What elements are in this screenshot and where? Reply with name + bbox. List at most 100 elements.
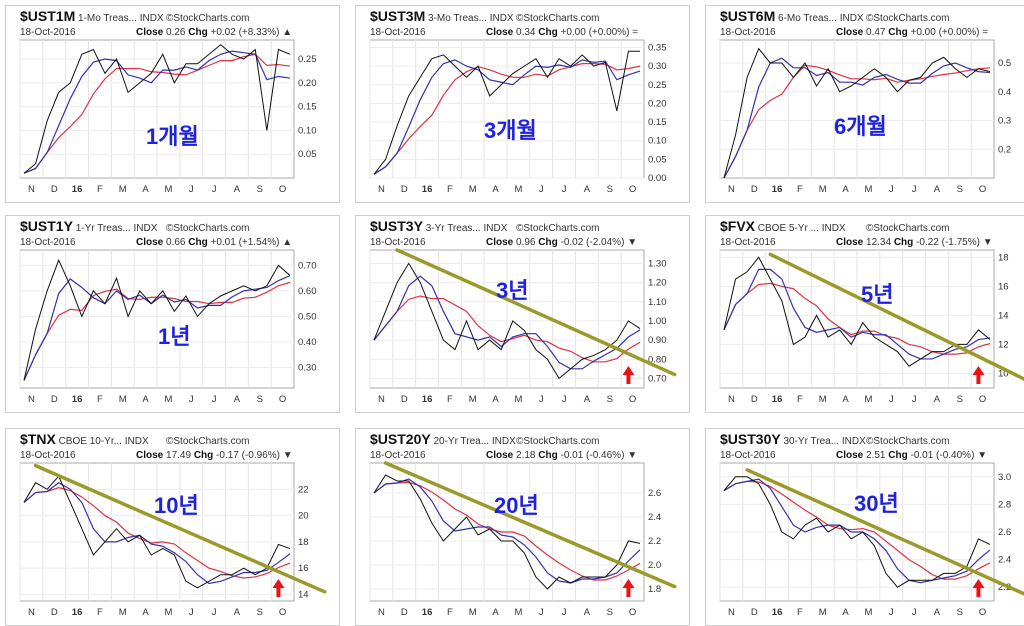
symbol: $UST3Y <box>370 218 424 234</box>
exchange: INDX <box>134 223 158 234</box>
x-tick-label: A <box>234 394 241 405</box>
maturity-label: 30년 <box>854 491 899 516</box>
x-tick-label: M <box>469 607 477 618</box>
chart-name: 20-Yr Trea... <box>431 436 492 447</box>
y-tick-label: 0.4 <box>998 87 1011 98</box>
x-tick-label: M <box>514 394 522 405</box>
maturity-label: 6개월 <box>834 114 887 139</box>
x-tick-label: M <box>514 184 522 195</box>
x-tick-label: N <box>728 394 735 405</box>
x-tick-label: A <box>234 607 241 618</box>
ma-slow-line <box>23 487 291 579</box>
quote-line: Close 0.34 Chg +0.00 (+0.00%) = <box>486 27 638 38</box>
chart-name: 1-Yr Treas... <box>73 223 134 234</box>
y-tick-label: 0.10 <box>648 136 667 147</box>
price-line <box>23 258 291 381</box>
y-tick-label: 14 <box>998 310 1009 321</box>
ma-fast-line <box>723 268 991 360</box>
chart-svg: $UST6M 6-Mo Treas... INDX ©StockCharts.co… <box>719 8 1011 195</box>
chart-panel-ust1m[interactable]: $UST1M 1-Mo Treas... INDX ©StockCharts.co… <box>5 5 340 203</box>
y-tick-label: 0.15 <box>298 102 317 113</box>
x-tick-label: N <box>28 394 35 405</box>
chart-panel-tnx[interactable]: $TNX CBOE 10-Yr... INDX ©StockCharts.com 1… <box>5 428 340 626</box>
x-tick-label: 16 <box>72 184 83 195</box>
y-tick-label: 0.40 <box>298 337 317 348</box>
x-tick-label: S <box>957 607 963 618</box>
x-tick-label: A <box>492 607 499 618</box>
trendline <box>745 468 1024 596</box>
chart-date: 18-Oct-2016 <box>720 450 776 461</box>
x-tick-label: F <box>97 394 103 405</box>
y-tick-label: 1.10 <box>648 297 667 308</box>
trendline <box>383 461 677 589</box>
chart-header: $UST30Y 30-Yr Trea... INDX <box>720 431 866 447</box>
symbol: $UST30Y <box>720 431 781 447</box>
chart-svg: $UST30Y 30-Yr Trea... INDX ©StockCharts.c… <box>719 431 1024 618</box>
chart-panel-ust1y[interactable]: $UST1Y 1-Yr Treas... INDX ©StockCharts.co… <box>5 215 340 413</box>
chart-date: 18-Oct-2016 <box>370 450 426 461</box>
x-tick-label: A <box>234 184 241 195</box>
x-tick-label: S <box>607 394 613 405</box>
chart-date: 18-Oct-2016 <box>370 237 426 248</box>
x-tick-label: O <box>979 394 986 405</box>
change-direction-icon: ▲ <box>282 27 292 38</box>
y-tick-label: 16 <box>298 563 309 574</box>
x-tick-label: O <box>629 394 636 405</box>
chart-panel-ust3y[interactable]: $UST3Y 3-Yr Treas... INDX ©StockCharts.co… <box>355 215 690 413</box>
chart-panel-ust30y[interactable]: $UST30Y 30-Yr Trea... INDX ©StockCharts.c… <box>705 428 1024 626</box>
ma-fast-line <box>373 59 641 175</box>
x-tick-label: F <box>447 607 453 618</box>
x-tick-label: O <box>979 184 986 195</box>
chg-value: -0.01 (-0.46%) <box>560 450 627 461</box>
chart-date: 18-Oct-2016 <box>20 450 76 461</box>
y-tick-label: 0.20 <box>648 98 667 109</box>
chart-panel-ust20y[interactable]: $UST20Y 20-Yr Trea... INDX ©StockCharts.c… <box>355 428 690 626</box>
close-label: Close <box>136 450 166 461</box>
x-tick-label: M <box>164 607 172 618</box>
x-tick-label: J <box>212 394 217 405</box>
price-line <box>723 47 991 179</box>
chg-label: Chg <box>188 237 210 248</box>
quote-line: Close 2.18 Chg -0.01 (-0.46%) ▼ <box>486 450 637 461</box>
y-tick-label: 0.60 <box>298 286 317 297</box>
x-tick-label: A <box>142 184 149 195</box>
x-tick-label: D <box>401 607 408 618</box>
source-credit: ©StockCharts.com <box>166 223 250 234</box>
chart-panel-ust6m[interactable]: $UST6M 6-Mo Treas... INDX ©StockCharts.co… <box>705 5 1024 203</box>
chart-panel-ust3m[interactable]: $UST3M 3-Mo Treas... INDX ©StockCharts.co… <box>355 5 690 203</box>
change-direction-icon: ▲ <box>282 237 292 248</box>
ma-slow-line <box>373 295 641 363</box>
trendline <box>395 248 677 377</box>
x-tick-label: D <box>401 394 408 405</box>
chg-value: -0.17 (-0.96%) <box>216 450 283 461</box>
chart-panel-fvx[interactable]: $FVX CBOE 5-Yr ... INDX ©StockCharts.com 1… <box>705 215 1024 413</box>
x-tick-label: F <box>447 394 453 405</box>
exchange: INDX <box>822 223 846 234</box>
y-tick-label: 1.20 <box>648 278 667 289</box>
chart-header: $UST20Y 20-Yr Trea... INDX <box>370 431 516 447</box>
close-value: 2.51 <box>866 450 888 461</box>
chart-svg: $UST3M 3-Mo Treas... INDX ©StockCharts.co… <box>369 8 667 195</box>
chg-value: +0.02 (+8.33%) <box>210 27 282 38</box>
ma-fast-line <box>723 57 991 179</box>
x-tick-label: F <box>797 394 803 405</box>
y-tick-label: 0.50 <box>298 311 317 322</box>
x-tick-label: O <box>279 607 286 618</box>
y-tick-label: 22 <box>298 484 309 495</box>
close-value: 0.26 <box>166 27 188 38</box>
x-tick-label: A <box>142 607 149 618</box>
exchange: INDX <box>492 436 516 447</box>
x-tick-label: M <box>164 394 172 405</box>
x-tick-label: N <box>28 607 35 618</box>
chg-label: Chg <box>894 237 916 248</box>
chg-label: Chg <box>538 237 560 248</box>
y-tick-label: 0.10 <box>298 125 317 136</box>
y-tick-label: 0.90 <box>648 335 667 346</box>
x-tick-label: M <box>819 394 827 405</box>
price-line <box>23 44 291 174</box>
y-tick-label: 0.20 <box>298 78 317 89</box>
chg-value: +0.00 (+0.00%) <box>910 27 982 38</box>
source-credit: ©StockCharts.com <box>166 13 250 24</box>
x-tick-label: M <box>864 184 872 195</box>
x-tick-label: J <box>212 184 217 195</box>
